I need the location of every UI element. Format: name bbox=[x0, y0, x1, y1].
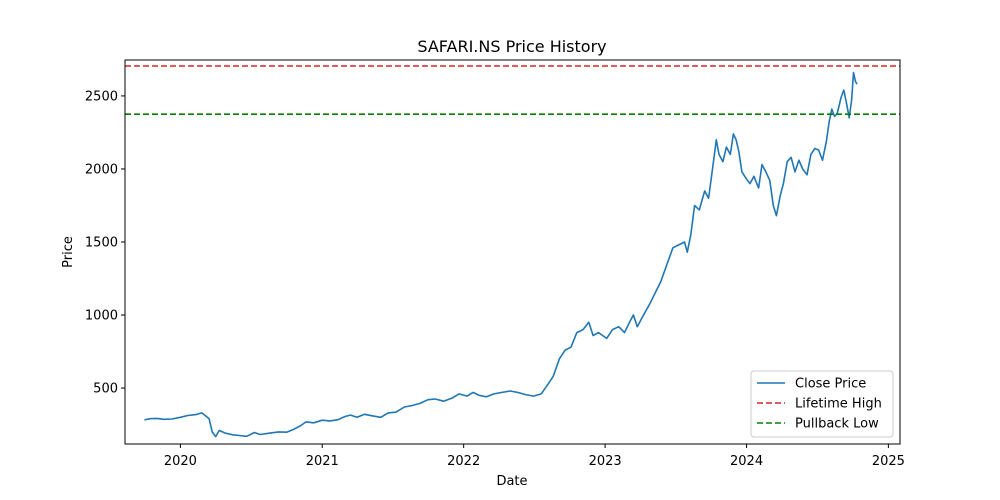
x-tick-label: 2024 bbox=[730, 454, 763, 469]
x-tick-label: 2025 bbox=[872, 454, 905, 469]
y-tick-label: 500 bbox=[93, 382, 118, 397]
legend-label: Pullback Low bbox=[795, 417, 879, 432]
chart-title: SAFARI.NS Price History bbox=[417, 37, 606, 56]
legend-label: Lifetime High bbox=[795, 397, 882, 412]
x-axis-label: Date bbox=[496, 474, 527, 489]
y-axis: 500 1000 1500 2000 2500 bbox=[85, 89, 125, 397]
plot-area bbox=[125, 65, 900, 438]
legend: Close Price Lifetime High Pullback Low bbox=[750, 370, 894, 438]
legend-label: Close Price bbox=[795, 377, 866, 392]
x-tick-label: 2023 bbox=[589, 454, 622, 469]
y-axis-label: Price bbox=[61, 236, 76, 268]
y-tick-label: 1500 bbox=[85, 235, 118, 250]
y-tick-label: 2500 bbox=[85, 89, 118, 104]
y-tick-label: 2000 bbox=[85, 162, 118, 177]
y-tick-label: 1000 bbox=[85, 309, 118, 324]
x-tick-label: 2022 bbox=[447, 454, 480, 469]
legend-box bbox=[750, 370, 894, 438]
x-tick-label: 2021 bbox=[306, 454, 339, 469]
series-close-price-line bbox=[144, 71, 858, 438]
x-tick-label: 2020 bbox=[164, 454, 197, 469]
x-axis: 2020 2021 2022 2023 2024 2025 bbox=[164, 444, 905, 469]
axes-frame bbox=[124, 59, 901, 445]
